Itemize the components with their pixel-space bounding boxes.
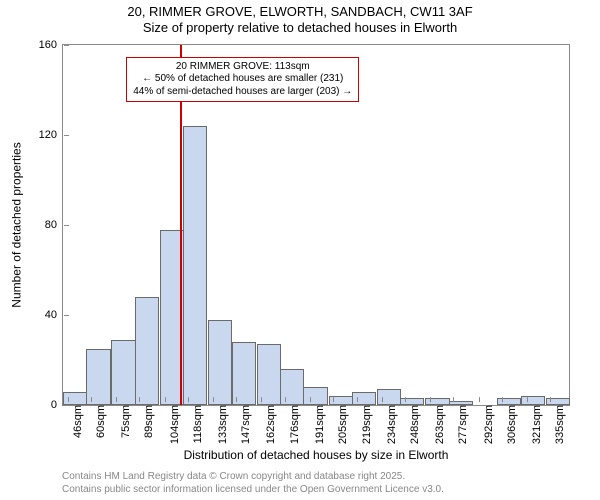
x-tick-label: 306sqm: [500, 405, 518, 444]
footer-attribution: Contains HM Land Registry data © Crown c…: [62, 470, 444, 496]
annotation-box: 20 RIMMER GROVE: 113sqm ← 50% of detache…: [126, 57, 359, 103]
y-axis-label-wrap: Number of detached properties: [10, 44, 24, 406]
x-axis-label: Distribution of detached houses by size …: [62, 448, 570, 462]
x-tick-label: 205sqm: [331, 405, 349, 444]
histogram-bar: [352, 392, 376, 406]
histogram-bar: [521, 396, 545, 405]
footer-line-2: Contains public sector information licen…: [62, 483, 444, 496]
x-tick-label: 292sqm: [477, 405, 495, 444]
histogram-bar: [63, 392, 87, 406]
y-tick-label: 0: [51, 399, 63, 411]
histogram-bar: [497, 398, 521, 405]
histogram-bar: [135, 297, 159, 405]
y-axis-label: Number of detached properties: [10, 142, 24, 307]
x-tick-label: 46sqm: [66, 405, 84, 438]
histogram-bar: [257, 344, 281, 405]
x-tick-label: 104sqm: [163, 405, 181, 444]
x-tick-label: 75sqm: [114, 405, 132, 438]
y-tick-label: 80: [45, 219, 63, 231]
histogram-bar: [208, 320, 232, 406]
histogram-bar: [183, 126, 207, 405]
chart-title: 20, RIMMER GROVE, ELWORTH, SANDBACH, CW1…: [127, 4, 472, 19]
x-tick-label: 321sqm: [525, 405, 543, 444]
annotation-line-3: 44% of semi-detached houses are larger (…: [133, 86, 352, 99]
x-tick-label: 234sqm: [380, 405, 398, 444]
annotation-line-2: ← 50% of detached houses are smaller (23…: [133, 73, 352, 86]
histogram-bar: [111, 340, 135, 405]
histogram-bar: [232, 342, 256, 405]
x-tick-label: 162sqm: [259, 405, 277, 444]
histogram-bar: [280, 369, 304, 405]
x-tick-label: 118sqm: [186, 405, 204, 443]
histogram-bar: [425, 398, 449, 405]
footer-line-1: Contains HM Land Registry data © Crown c…: [62, 470, 444, 483]
chart-subtitle: Size of property relative to detached ho…: [0, 20, 600, 36]
histogram-bar: [86, 349, 110, 405]
histogram-bar: [303, 387, 327, 405]
chart-title-block: 20, RIMMER GROVE, ELWORTH, SANDBACH, CW1…: [0, 4, 600, 37]
x-tick-label: 219sqm: [355, 405, 373, 444]
x-tick-label: 191sqm: [308, 405, 326, 444]
x-tick-label: 248sqm: [403, 405, 421, 444]
x-tick-label: 133sqm: [211, 405, 229, 444]
x-tick-label: 89sqm: [137, 405, 155, 438]
x-tick-label: 335sqm: [548, 405, 566, 444]
x-tick-label: 176sqm: [283, 405, 301, 444]
y-tick-label: 120: [39, 129, 63, 141]
plot-area: 04080120160 46sqm60sqm75sqm89sqm104sqm11…: [62, 44, 570, 406]
y-tick-label: 160: [39, 39, 63, 51]
histogram-bar: [400, 398, 424, 405]
x-tick-label: 263sqm: [428, 405, 446, 444]
annotation-line-1: 20 RIMMER GROVE: 113sqm: [133, 61, 352, 74]
y-tick-label: 40: [45, 309, 63, 321]
x-tick-label: 60sqm: [89, 405, 107, 438]
chart-container: 20, RIMMER GROVE, ELWORTH, SANDBACH, CW1…: [0, 0, 600, 500]
x-tick-label: 277sqm: [451, 405, 469, 444]
histogram-bar: [377, 389, 401, 405]
x-tick-label: 147sqm: [234, 405, 252, 444]
